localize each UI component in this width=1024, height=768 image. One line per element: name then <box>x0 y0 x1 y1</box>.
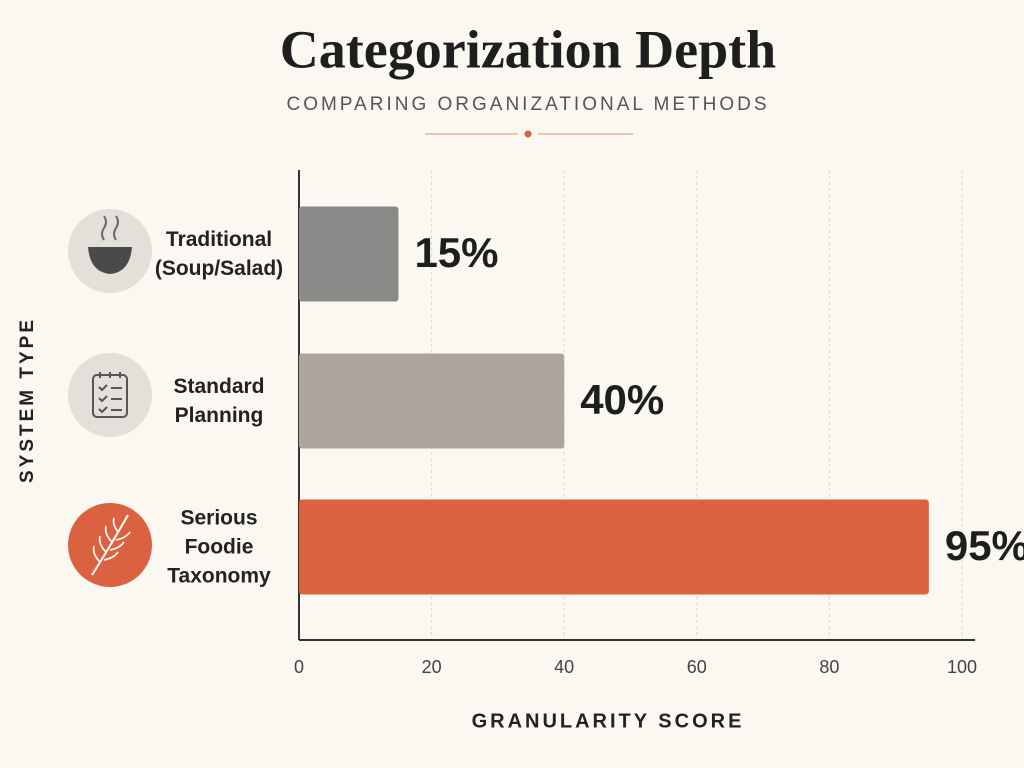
divider-dot <box>524 130 532 138</box>
bar <box>299 499 929 595</box>
x-tick-label: 20 <box>422 657 442 677</box>
icon-herb <box>68 503 152 587</box>
value-label: 15% <box>414 229 498 276</box>
x-tick-label: 0 <box>294 657 304 677</box>
x-tick-label: 100 <box>947 657 977 677</box>
chart-subtitle: COMPARING ORGANIZATIONAL METHODS <box>286 94 769 115</box>
y-tick-label: Traditional (Soup/Salad) <box>154 228 284 280</box>
y-tick-label: Standard Planning <box>173 375 265 427</box>
x-tick-label: 40 <box>554 657 574 677</box>
y-tick-label: Serious Foodie Taxonomy <box>167 506 271 588</box>
value-label: 40% <box>580 376 664 423</box>
chart-title: Categorization Depth <box>280 19 776 79</box>
bar <box>299 206 399 302</box>
x-tick-label: 60 <box>687 657 707 677</box>
icon-bowl <box>68 209 152 293</box>
bar <box>299 353 565 449</box>
value-label: 95% <box>945 522 1024 569</box>
icon-checklist <box>68 353 152 437</box>
x-axis-label: GRANULARITY SCORE <box>472 710 745 732</box>
x-tick-label: 80 <box>819 657 839 677</box>
y-axis-label: SYSTEM TYPE <box>17 317 38 483</box>
